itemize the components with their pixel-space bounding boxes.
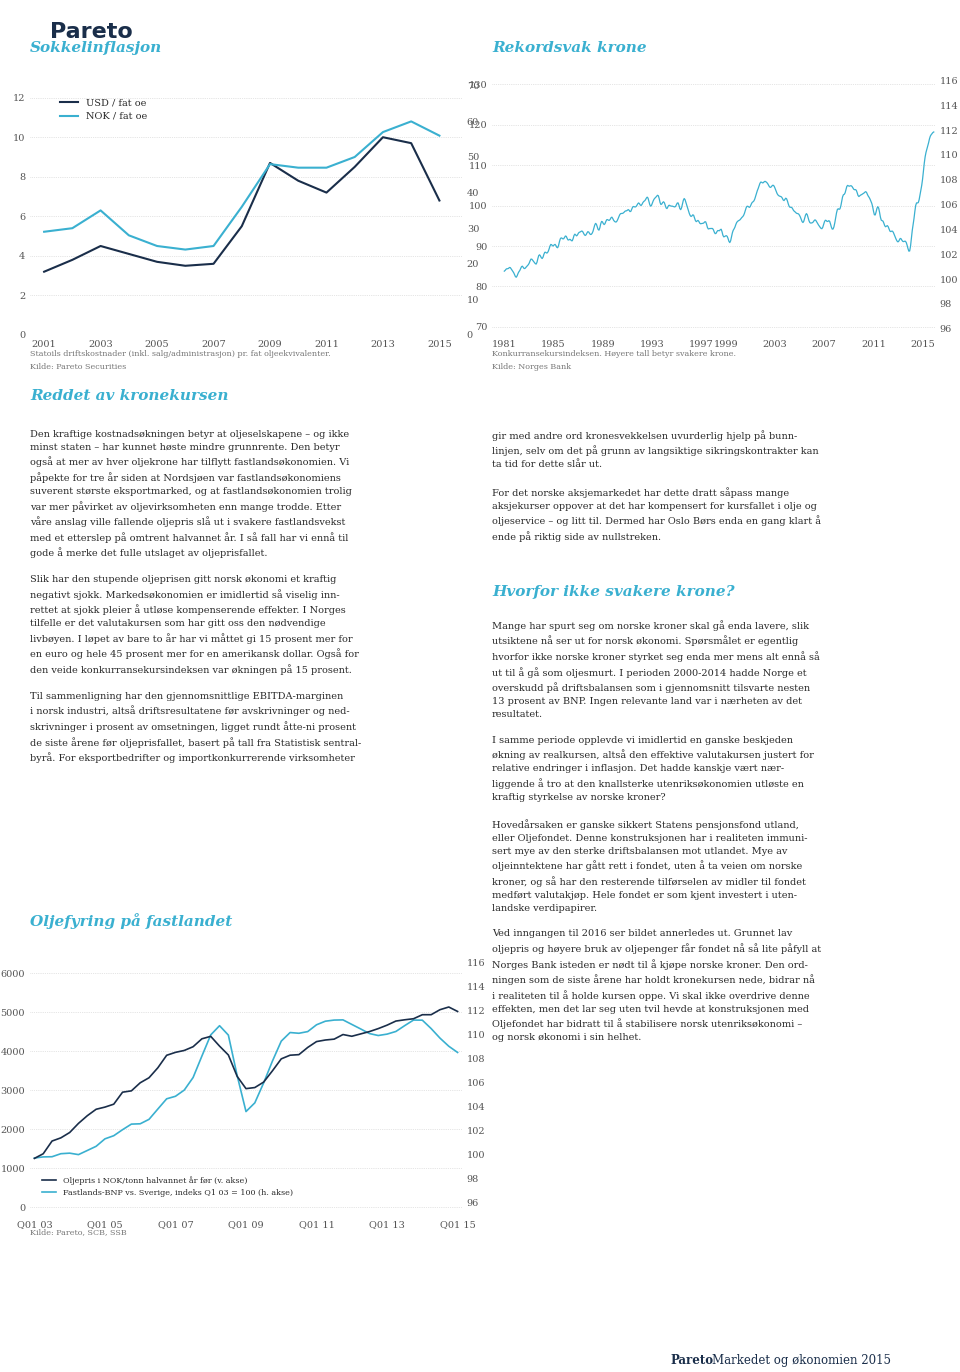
Text: Den kraftige kostnadsøkningen betyr at oljeselskapene – og ikke
minst staten – h: Den kraftige kostnadsøkningen betyr at o… — [30, 429, 361, 763]
Text: Statoils driftskostnader (inkl. salg/administrasjon) pr. fat oljeekvivalenter.: Statoils driftskostnader (inkl. salg/adm… — [30, 350, 330, 358]
Text: Rekordsvak krone: Rekordsvak krone — [492, 41, 647, 55]
Text: Mange har spurt seg om norske kroner skal gå enda lavere, slik
utsiktene nå ser : Mange har spurt seg om norske kroner ska… — [492, 620, 821, 1043]
Text: Kilde: Pareto, SCB, SSB: Kilde: Pareto, SCB, SSB — [30, 1228, 127, 1236]
Text: Reddet av kronekursen: Reddet av kronekursen — [30, 390, 228, 403]
Text: Kilde: Norges Bank: Kilde: Norges Bank — [492, 364, 571, 370]
Text: Markedet og økonomien 2015: Markedet og økonomien 2015 — [712, 1354, 891, 1367]
Text: Konkurransekursindeksen. Høyere tall betyr svakere krone.: Konkurransekursindeksen. Høyere tall bet… — [492, 350, 736, 358]
Text: Oljefyring på fastlandet: Oljefyring på fastlandet — [30, 914, 232, 929]
Text: Pareto: Pareto — [50, 22, 132, 43]
Legend: USD / fat oe, NOK / fat oe: USD / fat oe, NOK / fat oe — [57, 95, 151, 125]
Text: gir med andre ord kronesvekkelsen uvurderlig hjelp på bunn-
linjen, selv om det : gir med andre ord kronesvekkelsen uvurde… — [492, 429, 821, 542]
Text: Sokkelinflasjon: Sokkelinflasjon — [30, 41, 162, 55]
Text: Hvorfor ikke svakere krone?: Hvorfor ikke svakere krone? — [492, 584, 734, 600]
Text: Kilde: Pareto Securities: Kilde: Pareto Securities — [30, 364, 127, 370]
Text: Pareto: Pareto — [670, 1354, 713, 1367]
Legend: Oljepris i NOK/tonn halvannet år før (v. akse), Fastlands-BNP vs. Sverige, indek: Oljepris i NOK/tonn halvannet år før (v.… — [38, 1173, 296, 1200]
